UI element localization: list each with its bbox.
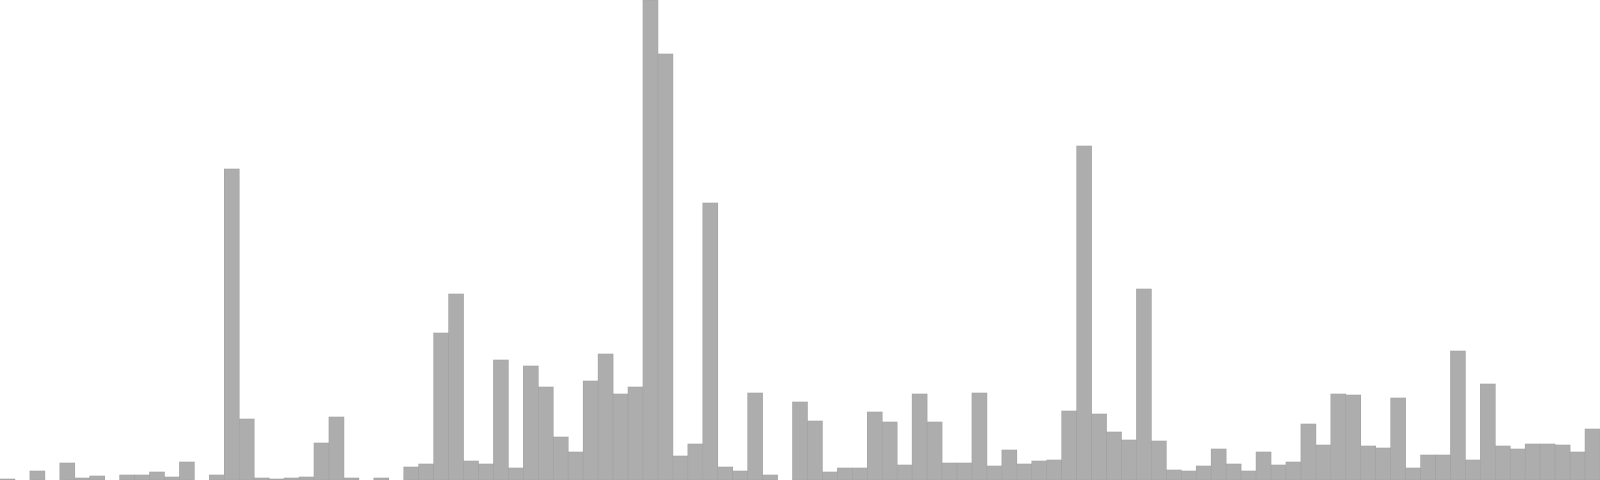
bar-79 <box>1166 469 1182 480</box>
bar-90 <box>1330 393 1347 480</box>
bar-91 <box>1345 394 1362 480</box>
bar-68 <box>1001 449 1018 480</box>
bar-100 <box>1480 383 1496 480</box>
bar-61 <box>896 464 913 480</box>
bar-5 <box>59 462 76 480</box>
bar-101 <box>1495 445 1511 480</box>
bar-24 <box>343 477 360 480</box>
bar-77 <box>1136 288 1152 480</box>
bar-99 <box>1465 459 1481 480</box>
bar-34 <box>493 359 509 480</box>
bar-50 <box>732 470 748 480</box>
bar-43 <box>627 386 644 480</box>
bar-17 <box>238 418 255 480</box>
bar-47 <box>687 443 704 480</box>
bar-92 <box>1360 445 1376 480</box>
bar-89 <box>1315 444 1332 480</box>
bar-63 <box>926 421 943 480</box>
bar-42 <box>612 393 629 480</box>
bar-70 <box>1031 460 1048 480</box>
bar-33 <box>478 463 494 480</box>
bar-32 <box>463 460 479 480</box>
bar-26 <box>373 477 390 480</box>
bar-35 <box>508 467 524 480</box>
bar-59 <box>866 411 883 480</box>
bar-56 <box>822 471 838 480</box>
bar-9 <box>119 474 135 480</box>
bar-74 <box>1091 413 1107 480</box>
bar-7 <box>89 475 105 480</box>
bar-29 <box>418 463 434 480</box>
bar-75 <box>1106 431 1122 480</box>
bar-38 <box>552 436 569 480</box>
bar-28 <box>403 466 419 480</box>
bar-30 <box>433 332 449 480</box>
bar-93 <box>1375 447 1391 480</box>
bar-15 <box>209 474 225 480</box>
bar-103 <box>1524 443 1541 480</box>
bar-83 <box>1225 463 1242 480</box>
bar-85 <box>1255 451 1272 480</box>
bar-46 <box>672 455 689 480</box>
bar-66 <box>971 392 988 480</box>
bar-73 <box>1076 145 1092 480</box>
bar-65 <box>956 462 973 480</box>
bar-104 <box>1539 443 1556 480</box>
bar-58 <box>852 467 868 480</box>
bar-78 <box>1151 440 1167 480</box>
bar-94 <box>1390 397 1406 480</box>
bar-86 <box>1270 464 1287 480</box>
bar-51 <box>747 392 763 480</box>
bar-40 <box>582 380 599 480</box>
bar-16 <box>224 168 240 480</box>
bar-54 <box>792 401 808 480</box>
bar-96 <box>1420 454 1436 480</box>
bar-82 <box>1210 448 1227 480</box>
bar-60 <box>881 421 898 480</box>
bar-87 <box>1285 461 1302 480</box>
bar-23 <box>328 416 345 480</box>
bar-105 <box>1554 444 1571 480</box>
bar-97 <box>1435 454 1451 480</box>
bar-41 <box>597 353 614 480</box>
bar-76 <box>1121 439 1137 480</box>
bar-88 <box>1300 423 1317 480</box>
bar-71 <box>1046 459 1062 480</box>
bar-22 <box>313 442 330 480</box>
bar-64 <box>941 462 958 480</box>
bar-81 <box>1195 465 1212 480</box>
bar-106 <box>1569 451 1586 480</box>
bar-3 <box>29 470 46 480</box>
bar-55 <box>807 420 823 480</box>
bar-95 <box>1405 467 1421 480</box>
bar-39 <box>567 451 584 480</box>
bar-80 <box>1181 470 1197 480</box>
bar-49 <box>717 466 734 480</box>
bar-11 <box>149 471 165 480</box>
bar-69 <box>1016 463 1033 480</box>
bar-72 <box>1061 410 1077 480</box>
bar-57 <box>837 467 853 480</box>
bar-52 <box>762 474 778 480</box>
bar-102 <box>1509 448 1526 480</box>
bar-13 <box>179 461 195 480</box>
bar-98 <box>1450 350 1466 480</box>
bar-37 <box>538 386 554 480</box>
bar-10 <box>134 474 150 480</box>
bar-84 <box>1240 470 1257 480</box>
bar-62 <box>911 393 928 480</box>
bar-44 <box>642 0 659 480</box>
bar-undefined <box>1584 428 1600 480</box>
bar-45 <box>657 53 674 480</box>
bar-67 <box>986 465 1003 480</box>
bar-36 <box>523 365 539 480</box>
bar-31 <box>448 293 464 480</box>
bar-48 <box>702 202 719 480</box>
